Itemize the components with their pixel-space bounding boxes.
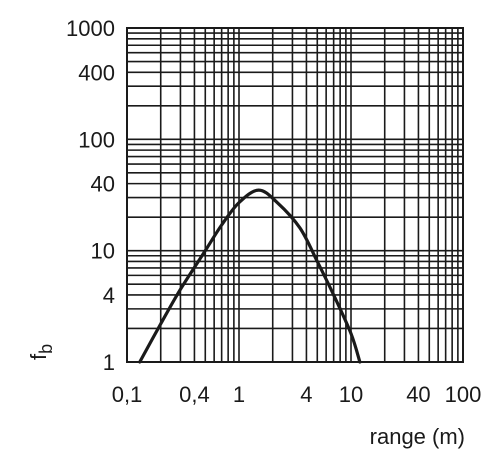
y-axis-label: fb xyxy=(26,344,56,360)
y-tick-label: 40 xyxy=(91,172,115,197)
x-tick-label: 100 xyxy=(445,382,482,407)
y-tick-label: 10 xyxy=(91,239,115,264)
tick-labels: 0,1 0,4 1 4 10 40 100 1 4 10 40 100 400 1000 xyxy=(66,16,481,407)
x-tick-label: 1 xyxy=(233,382,245,407)
grid-lines xyxy=(126,27,464,363)
y-tick-label: 100 xyxy=(78,127,115,152)
x-tick-label: 40 xyxy=(406,382,430,407)
plot-frame xyxy=(126,27,464,363)
y-axis-label-sub: b xyxy=(36,344,56,354)
x-axis-label: range (m) xyxy=(370,424,465,449)
x-tick-label: 0,1 xyxy=(112,382,143,407)
x-tick-label: 0,4 xyxy=(179,382,210,407)
y-axis-label-main: f xyxy=(26,353,51,360)
y-tick-label: 400 xyxy=(78,60,115,85)
y-tick-label: 1 xyxy=(103,350,115,375)
series-line xyxy=(138,188,362,364)
x-tick-label: 4 xyxy=(300,382,312,407)
y-tick-label: 4 xyxy=(103,283,115,308)
y-tick-label: 1000 xyxy=(66,16,115,41)
x-tick-label: 10 xyxy=(339,382,363,407)
